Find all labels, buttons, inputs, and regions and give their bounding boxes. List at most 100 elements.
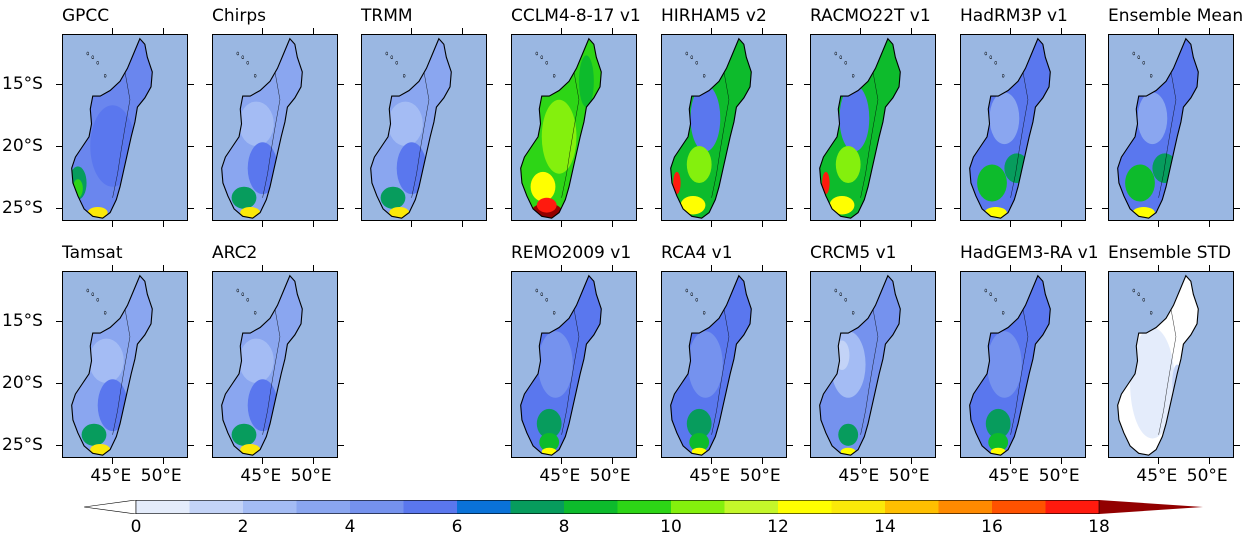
colorbar-tick-label: 12 <box>767 517 789 537</box>
lon-tick-mark <box>1010 458 1012 464</box>
lon-tick-label: 50°E <box>1038 466 1080 486</box>
colorbar-segment <box>992 500 1046 514</box>
lat-tick-mark <box>954 84 960 86</box>
map-panel-cclm <box>511 34 637 221</box>
lon-tick-label: 45°E <box>1136 466 1178 486</box>
map-panel-crcm5 <box>810 271 936 458</box>
lat-tick-mark <box>1102 146 1108 148</box>
lon-tick-mark <box>1060 28 1062 34</box>
lat-tick-mark <box>487 146 493 148</box>
lat-tick-mark <box>787 207 793 209</box>
colorbar-segment <box>671 500 725 514</box>
lat-tick-mark <box>56 207 62 209</box>
colorbar-tick-label: 8 <box>558 517 570 537</box>
colorbar-tick-label: 6 <box>451 517 463 537</box>
lat-tick-mark <box>637 444 643 446</box>
lon-tick-mark <box>262 458 264 464</box>
lat-tick-label: 15°S <box>2 311 43 332</box>
lat-tick-mark <box>1234 321 1240 323</box>
colorbar-extend-high <box>1099 500 1203 514</box>
panel-title-tamsat: Tamsat <box>62 243 123 263</box>
lat-tick-mark <box>338 146 344 148</box>
colorbar-segment <box>243 500 297 514</box>
lon-tick-mark <box>860 28 862 34</box>
lat-tick-mark <box>1102 321 1108 323</box>
map-panel-trmm <box>361 34 487 221</box>
lat-tick-mark <box>1102 84 1108 86</box>
lon-tick-mark <box>711 221 713 227</box>
lat-tick-mark <box>787 84 793 86</box>
colorbar-segment <box>778 500 832 514</box>
lat-tick-mark <box>655 207 661 209</box>
lon-tick-mark <box>262 265 264 271</box>
lat-tick-mark <box>936 383 942 385</box>
lon-tick-label: 50°E <box>589 466 631 486</box>
lon-tick-mark <box>312 221 314 227</box>
lat-tick-mark <box>1234 444 1240 446</box>
lon-tick-mark <box>611 265 613 271</box>
lon-tick-mark <box>860 265 862 271</box>
lon-tick-mark <box>112 28 114 34</box>
lon-tick-mark <box>711 28 713 34</box>
colorbar-segment <box>831 500 886 514</box>
lon-tick-label: 50°E <box>739 466 781 486</box>
lon-tick-mark <box>1060 221 1062 227</box>
lon-tick-mark <box>112 265 114 271</box>
madagascar-map-cclm <box>512 35 636 220</box>
madagascar-map-remo <box>512 272 636 457</box>
madagascar-map-tamsat <box>63 272 187 457</box>
panel-title-trmm: TRMM <box>361 6 413 26</box>
lat-tick-mark <box>188 207 194 209</box>
lat-tick-mark <box>655 383 661 385</box>
panel-title-remo: REMO2009 v1 <box>511 243 632 263</box>
panel-title-hirham: HIRHAM5 v2 <box>661 6 767 26</box>
lat-tick-mark <box>1102 444 1108 446</box>
colorbar-tick-label: 4 <box>344 517 356 537</box>
lon-tick-mark <box>761 221 763 227</box>
colorbar-segment <box>938 500 993 514</box>
lon-tick-mark <box>1010 28 1012 34</box>
panel-title-ens_mean: Ensemble Mean <box>1108 6 1244 26</box>
colorbar-segment <box>403 500 458 514</box>
lat-tick-mark <box>1086 383 1092 385</box>
lon-tick-label: 45°E <box>689 466 731 486</box>
lon-tick-mark <box>262 28 264 34</box>
lon-tick-label: 50°E <box>290 466 332 486</box>
lon-tick-mark <box>162 221 164 227</box>
madagascar-map-gpcc <box>63 35 187 220</box>
madagascar-map-chirps <box>213 35 337 220</box>
lat-tick-mark <box>1102 383 1108 385</box>
lon-tick-mark <box>1208 265 1210 271</box>
panel-title-arc2: ARC2 <box>212 243 258 263</box>
panel-title-hadrm3p: HadRM3P v1 <box>960 6 1068 26</box>
lat-tick-mark <box>936 321 942 323</box>
lat-tick-mark <box>1102 207 1108 209</box>
lat-tick-mark <box>804 207 810 209</box>
lat-tick-mark <box>206 444 212 446</box>
map-panel-hirham <box>661 34 787 221</box>
lon-tick-mark <box>910 221 912 227</box>
lat-tick-mark <box>655 84 661 86</box>
lon-tick-mark <box>1158 221 1160 227</box>
lon-tick-label: 45°E <box>838 466 880 486</box>
lon-tick-mark <box>761 28 763 34</box>
map-panel-gpcc <box>62 34 188 221</box>
lat-tick-mark <box>936 207 942 209</box>
lat-tick-mark <box>787 383 793 385</box>
lat-tick-mark <box>338 383 344 385</box>
lat-tick-mark <box>487 84 493 86</box>
colorbar-tick-label: 0 <box>130 517 142 537</box>
map-panel-hadgem <box>960 271 1086 458</box>
lat-tick-mark <box>505 321 511 323</box>
lon-tick-label: 50°E <box>1186 466 1228 486</box>
lat-tick-mark <box>505 207 511 209</box>
panel-title-ens_std: Ensemble STD <box>1108 243 1232 263</box>
lat-tick-mark <box>637 207 643 209</box>
lon-tick-mark <box>1208 28 1210 34</box>
lon-tick-mark <box>910 265 912 271</box>
panel-title-racmo: RACMO22T v1 <box>810 6 931 26</box>
madagascar-map-trmm <box>362 35 486 220</box>
lat-tick-mark <box>355 207 361 209</box>
lon-tick-label: 50°E <box>888 466 930 486</box>
lon-tick-label: 45°E <box>90 466 132 486</box>
